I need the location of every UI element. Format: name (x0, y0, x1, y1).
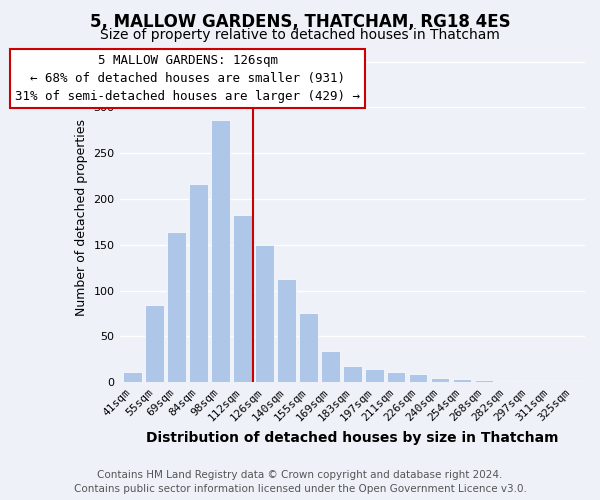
Bar (211, 120, 230, 382)
Bar (562, 381, 581, 382)
Bar (365, 370, 383, 382)
Y-axis label: Number of detached properties: Number of detached properties (75, 119, 88, 316)
X-axis label: Distribution of detached houses by size in Thatcham: Distribution of detached houses by size … (146, 431, 559, 445)
Bar (431, 378, 449, 382)
Bar (299, 314, 317, 382)
Bar (233, 216, 252, 382)
Text: Contains HM Land Registry data © Crown copyright and database right 2024.
Contai: Contains HM Land Registry data © Crown c… (74, 470, 526, 494)
Text: 5 MALLOW GARDENS: 126sqm
← 68% of detached houses are smaller (931)
31% of semi-: 5 MALLOW GARDENS: 126sqm ← 68% of detach… (15, 54, 360, 102)
Bar (387, 372, 406, 382)
Bar (277, 278, 296, 382)
Text: Size of property relative to detached houses in Thatcham: Size of property relative to detached ho… (100, 28, 500, 42)
Bar (124, 372, 142, 382)
Bar (189, 184, 208, 382)
Text: 5, MALLOW GARDENS, THATCHAM, RG18 4ES: 5, MALLOW GARDENS, THATCHAM, RG18 4ES (89, 12, 511, 30)
Bar (453, 380, 472, 382)
Bar (497, 381, 515, 382)
Bar (518, 381, 537, 382)
Bar (343, 366, 362, 382)
Bar (409, 374, 427, 382)
Bar (145, 305, 164, 382)
Bar (475, 380, 493, 382)
Bar (321, 351, 340, 382)
Bar (167, 232, 186, 382)
Bar (255, 245, 274, 382)
